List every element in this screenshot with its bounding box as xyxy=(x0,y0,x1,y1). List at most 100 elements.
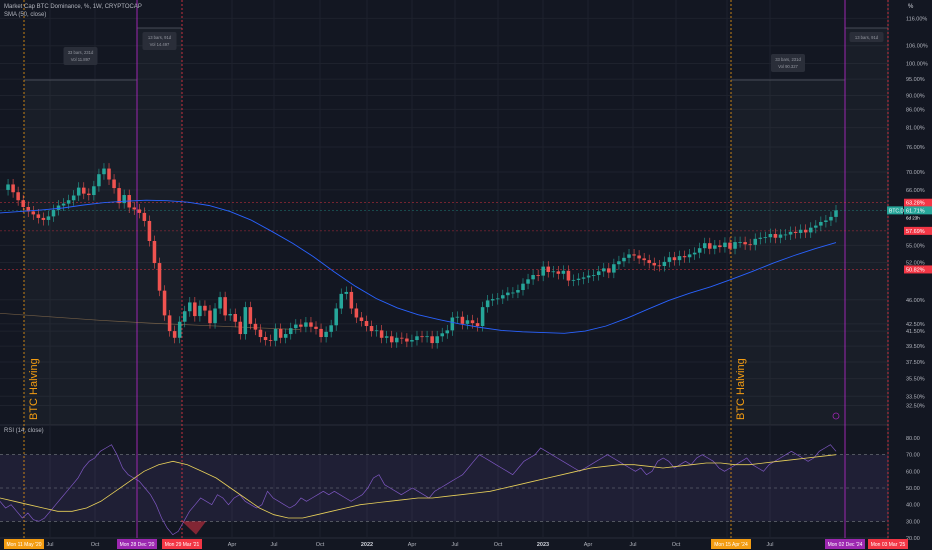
candle-body xyxy=(314,326,318,329)
time-tick-label: Oct xyxy=(91,542,100,548)
price-tick-label: 41.50% xyxy=(906,329,925,335)
candle-body xyxy=(273,328,278,341)
measure-region xyxy=(845,28,888,425)
price-axis: 116.00% 106.00% 100.00% 95.00% 90.00% 86.00% 8… xyxy=(906,16,928,409)
measure-box: 13 bars, 91d Vol 14.497 xyxy=(137,27,182,425)
price-label-bg xyxy=(904,265,932,274)
measure-region xyxy=(731,80,845,425)
candle-body xyxy=(36,214,41,218)
candle-body xyxy=(26,206,31,212)
candle-body xyxy=(329,325,333,332)
candle-body xyxy=(778,234,783,238)
percent-scale-button[interactable]: % xyxy=(908,4,914,10)
candle-body xyxy=(591,275,596,276)
price-tick-label: 46.00% xyxy=(906,298,925,304)
candle-body xyxy=(294,324,298,329)
measure-label-bg xyxy=(142,32,177,50)
candle-body xyxy=(16,192,20,201)
candle-body xyxy=(612,264,616,273)
time-tick-label: Jul xyxy=(766,542,773,548)
measure-label-bg xyxy=(849,32,884,42)
price-label-text: 50.82% xyxy=(906,267,925,273)
price-label-text: 63.28% xyxy=(906,201,925,207)
rsi-tick-label: 80.00 xyxy=(906,436,920,442)
price-tick-label: 39.50% xyxy=(906,344,925,350)
measure-region xyxy=(137,28,182,425)
candle-body xyxy=(283,334,288,338)
candle-body xyxy=(233,313,237,322)
candle-body xyxy=(208,310,212,324)
symbol-tag: BTC.D xyxy=(889,208,904,214)
price-label-bg xyxy=(904,226,932,235)
measure-label-vol: Vol 14.497 xyxy=(150,42,170,47)
measure-box: 13 bars, 91d xyxy=(845,27,888,425)
candle-body xyxy=(824,220,828,222)
candle-body xyxy=(526,279,530,284)
candle-body xyxy=(218,297,222,309)
candle-body xyxy=(263,337,268,341)
candle-body xyxy=(834,210,838,217)
candle-body xyxy=(61,203,66,206)
candle-body xyxy=(177,321,182,338)
candle-body xyxy=(677,256,682,261)
halving-label: BTC Halving xyxy=(735,358,747,420)
candle-body xyxy=(501,295,505,299)
candle-body xyxy=(753,238,757,245)
time-tick-label: Apr xyxy=(228,542,237,548)
time-tick-label: Jul xyxy=(46,542,53,548)
price-tick-label: 95.00% xyxy=(906,77,925,83)
candle-body xyxy=(622,257,626,262)
candle-body xyxy=(713,245,717,249)
candle-body xyxy=(788,231,793,235)
candle-body xyxy=(147,220,152,242)
candle-body xyxy=(324,331,328,338)
candle-body xyxy=(450,317,455,331)
candle-body xyxy=(349,291,354,309)
time-axis: Jul Oct Apr Jul Oct 2022 Apr Jul Oct 2023 Apr Jul Oc… xyxy=(4,539,908,549)
candle-body xyxy=(455,316,460,318)
price-label-bg xyxy=(904,198,932,207)
candle-body xyxy=(445,330,450,334)
candle-body xyxy=(571,279,576,281)
symbol-tag-bg xyxy=(887,206,903,215)
price-tick-label: 37.50% xyxy=(906,360,925,366)
candle-body xyxy=(248,307,253,324)
candle-body xyxy=(692,252,697,255)
candle-body xyxy=(743,242,747,245)
candle-body xyxy=(602,268,606,272)
rsi-oversold-fill xyxy=(182,521,206,535)
candle-body xyxy=(112,179,116,189)
price-label-text: 57.69% xyxy=(906,229,925,235)
rsi-indicator-label[interactable]: RSI (14, close) xyxy=(4,428,44,434)
price-label-bg xyxy=(904,206,932,215)
candle-body xyxy=(490,299,495,301)
candle-body xyxy=(607,268,611,273)
measure-label-vol: Vol 90.327 xyxy=(778,64,798,69)
measure-label-vol: Vol 11.897 xyxy=(71,57,91,62)
price-tick-label: 86.00% xyxy=(906,107,925,113)
candle-body xyxy=(435,336,439,344)
candle-body xyxy=(425,336,429,338)
candle-body xyxy=(702,243,707,249)
rsi-tick-label: 70.00 xyxy=(906,453,920,459)
sma-indicator-label[interactable]: SMA (50, close) xyxy=(4,12,47,18)
candle-body xyxy=(803,229,808,233)
candle-body xyxy=(122,195,126,204)
candle-body xyxy=(662,261,667,267)
candle-body xyxy=(253,323,258,330)
candle-body xyxy=(516,290,520,293)
date-badge: Mon 03 Mar '25 xyxy=(871,542,906,548)
candle-body xyxy=(102,168,106,175)
candle-body xyxy=(632,254,636,256)
candle-body xyxy=(364,321,369,327)
candle-body xyxy=(97,174,101,187)
candle-body xyxy=(793,231,798,233)
candle-body xyxy=(41,217,46,220)
candle-body xyxy=(117,188,121,204)
old-trend-line xyxy=(0,312,301,330)
candle-body xyxy=(556,271,561,274)
measure-label-bars: 13 bars, 91d xyxy=(855,35,879,40)
price-tick-label: 106.00% xyxy=(906,44,928,50)
candle-body xyxy=(728,242,732,249)
